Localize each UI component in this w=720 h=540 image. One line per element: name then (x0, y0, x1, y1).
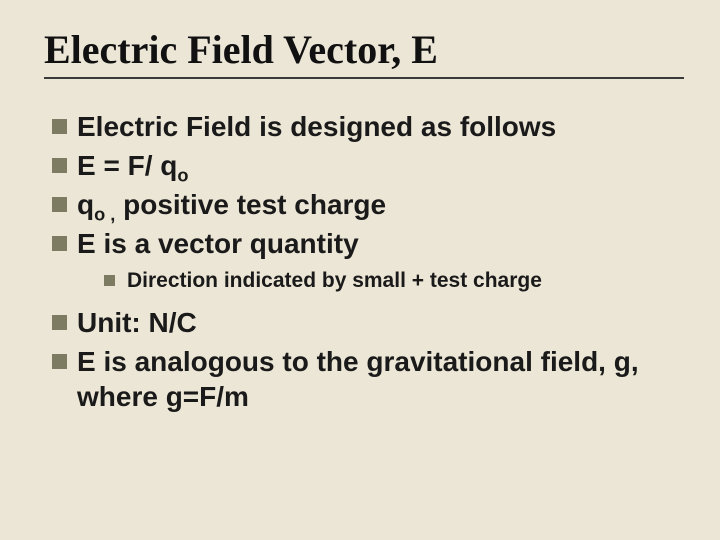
slide-title: Electric Field Vector, E (44, 26, 676, 73)
list-item-text: Unit: N/C (77, 305, 676, 340)
square-bullet-icon (52, 197, 67, 212)
slide-content: Electric Field is designed as follows E … (44, 109, 676, 414)
list-item-text: E is a vector quantity (77, 226, 676, 261)
list-item: E = F/ qo (52, 148, 676, 183)
square-bullet-icon (52, 236, 67, 251)
list-item-text: Electric Field is designed as follows (77, 109, 676, 144)
list-item-text: qo , positive test charge (77, 187, 676, 222)
title-rule (44, 77, 684, 79)
square-bullet-icon (104, 275, 115, 286)
list-item: E is analogous to the gravitational fiel… (52, 344, 676, 414)
square-bullet-icon (52, 119, 67, 134)
list-item: Unit: N/C (52, 305, 676, 340)
list-item-text: E is analogous to the gravitational fiel… (77, 344, 676, 414)
square-bullet-icon (52, 158, 67, 173)
list-item: Direction indicated by small + test char… (104, 267, 676, 295)
square-bullet-icon (52, 354, 67, 369)
list-item: E is a vector quantity (52, 226, 676, 261)
list-item: Electric Field is designed as follows (52, 109, 676, 144)
list-item: qo , positive test charge (52, 187, 676, 222)
list-item-text: Direction indicated by small + test char… (127, 267, 676, 295)
slide: Electric Field Vector, E Electric Field … (0, 0, 720, 448)
list-item-text: E = F/ qo (77, 148, 676, 183)
square-bullet-icon (52, 315, 67, 330)
